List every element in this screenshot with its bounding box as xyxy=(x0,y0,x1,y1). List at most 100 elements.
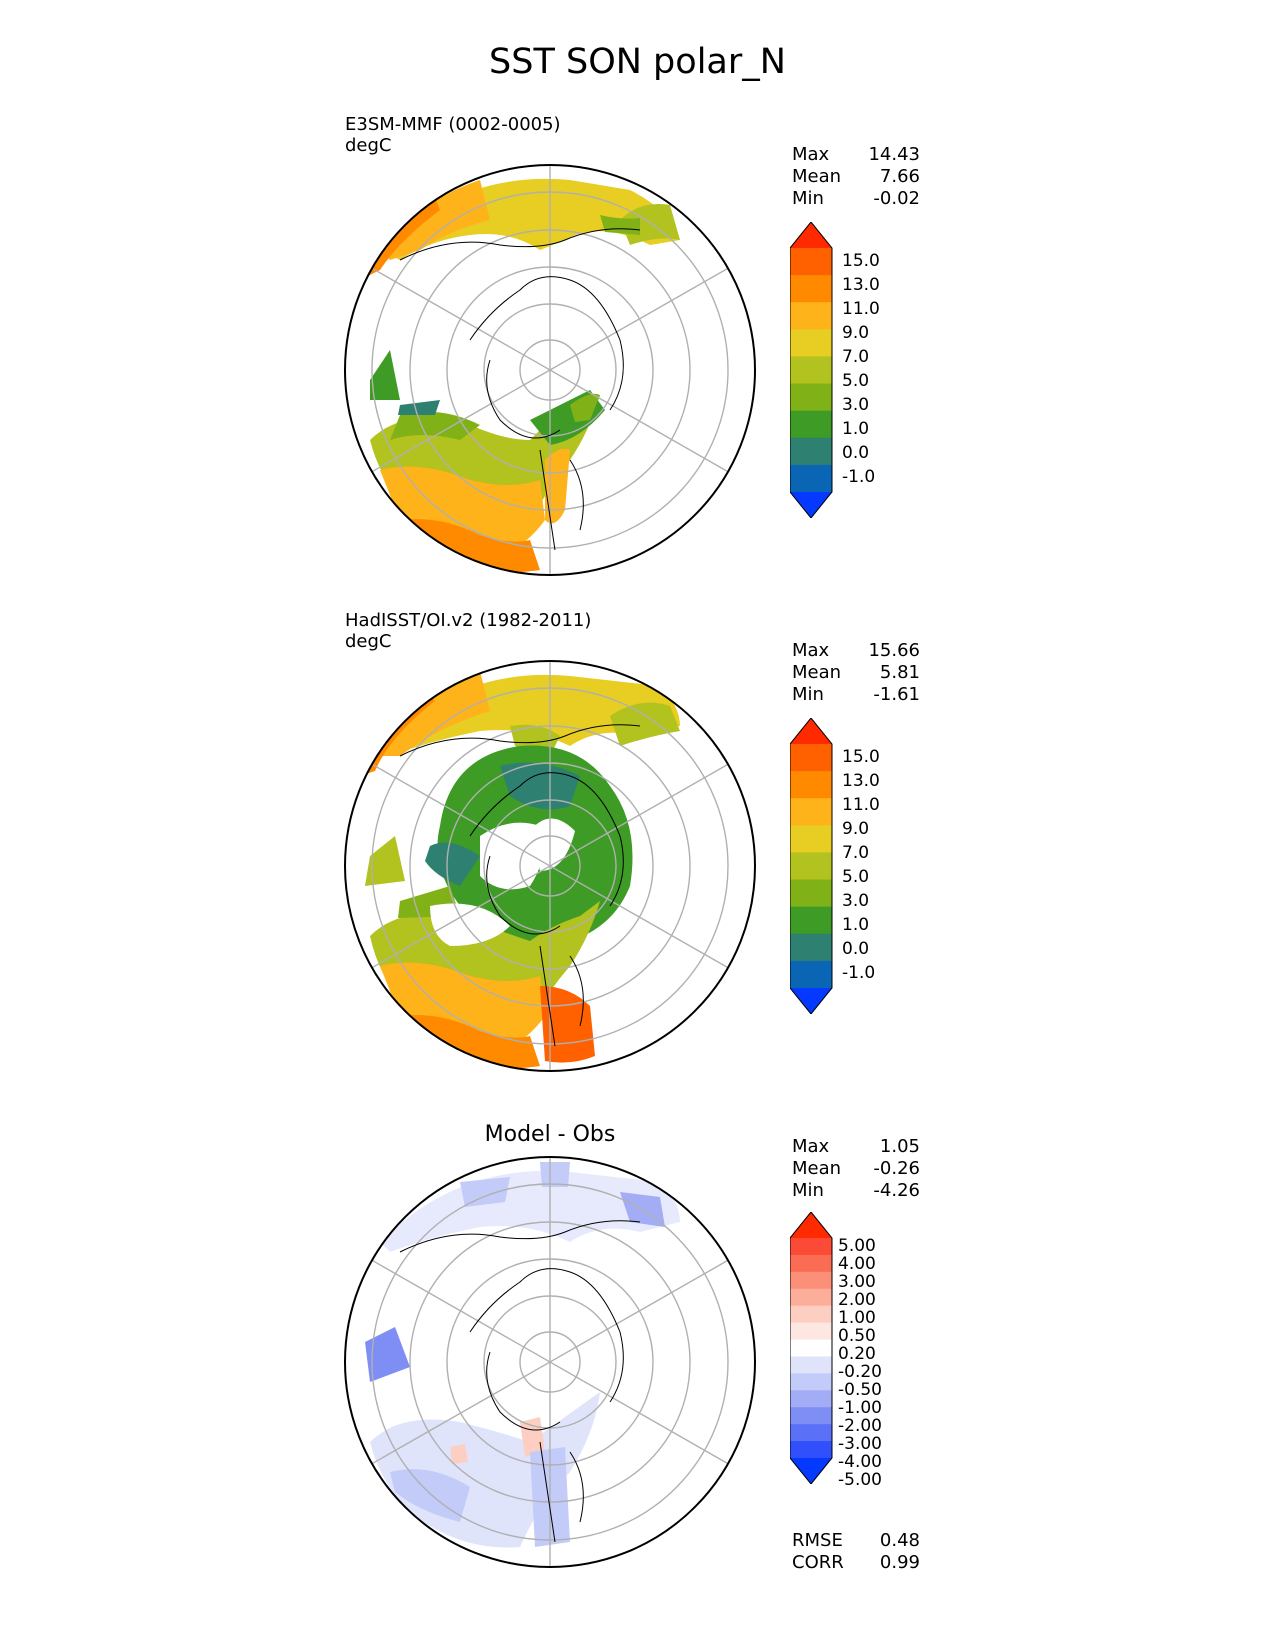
coastlines xyxy=(399,228,641,551)
colorbar-extend-min xyxy=(790,988,832,1014)
colorbar-segment xyxy=(790,302,832,330)
panel-diff-colorbar-labels: 5.00 4.00 3.00 2.00 1.00 0.50 0.20 -0.20… xyxy=(838,1212,922,1490)
panel-model-colorbar-labels: 15.0 13.0 11.0 9.0 7.0 5.0 3.0 1.0 0.0 -… xyxy=(842,222,922,518)
colorbar-tick-label: 0.0 xyxy=(842,443,870,463)
colorbar-segment xyxy=(790,1271,832,1290)
colorbar-tick-label: -0.20 xyxy=(838,1362,882,1382)
stat-value: 5.81 xyxy=(879,662,920,683)
sst-field xyxy=(610,702,680,746)
colorbar-tick-label: 5.0 xyxy=(842,867,870,887)
stat-name: Max xyxy=(792,640,830,661)
colorbar-tick-label: 11.0 xyxy=(842,795,880,815)
colorbar-tick-label: 9.0 xyxy=(842,323,870,343)
diff-field xyxy=(380,1170,680,1252)
colorbar-extend-min xyxy=(790,1458,832,1484)
stat-name: RMSE xyxy=(792,1530,843,1551)
stat-value: -4.26 xyxy=(873,1180,920,1201)
sst-field xyxy=(570,393,600,422)
colorbar-segment xyxy=(790,356,832,385)
panel-model-label: E3SM-MMF (0002-0005) xyxy=(345,114,561,135)
colorbar-tick-label: -5.00 xyxy=(838,1470,882,1490)
stat-value: 7.66 xyxy=(879,166,920,187)
stat-name: Max xyxy=(792,144,830,165)
sst-field xyxy=(398,400,440,415)
panel-obs-title: HadISST/OI.v2 (1982-2011) degC xyxy=(345,610,591,652)
colorbar-tick-label: 13.0 xyxy=(842,275,880,295)
sst-field xyxy=(370,671,490,756)
colorbar-tick-label: 5.0 xyxy=(842,371,870,391)
colorbar-segment xyxy=(790,1390,832,1408)
stat-value: -0.02 xyxy=(873,188,920,209)
map-boundary xyxy=(344,164,756,576)
stat-name: Min xyxy=(792,188,824,209)
sst-field xyxy=(545,448,570,524)
stat-name: Mean xyxy=(792,662,842,683)
sst-field xyxy=(425,842,480,886)
colorbar-extend-max xyxy=(790,718,832,744)
colorbar-tick-label: 5.00 xyxy=(838,1236,876,1256)
stat-name: Max xyxy=(792,1136,830,1157)
stat-value: 15.66 xyxy=(868,640,920,661)
colorbar-tick-label: 3.00 xyxy=(838,1272,876,1292)
stat-name: Mean xyxy=(792,1158,842,1179)
panel-obs-map xyxy=(344,660,756,1072)
colorbar-segment xyxy=(790,1305,832,1324)
colorbar-tick-label: 0.20 xyxy=(838,1344,876,1364)
colorbar-segment xyxy=(790,329,832,357)
panel-model-colorbar xyxy=(790,222,833,518)
colorbar-segment xyxy=(790,1238,832,1256)
stat-name: CORR xyxy=(792,1552,844,1573)
stat-name: Mean xyxy=(792,166,842,187)
colorbar-segment xyxy=(790,437,832,466)
graticule xyxy=(345,1157,755,1567)
panel-obs-colorbar xyxy=(790,718,833,1014)
colorbar-tick-label: 3.0 xyxy=(842,395,870,415)
colorbar-segment xyxy=(790,383,832,412)
stat-value: -1.61 xyxy=(873,684,920,705)
sst-field xyxy=(500,762,580,810)
figure-title: SST SON polar_N xyxy=(489,42,786,82)
colorbar-outline xyxy=(790,222,833,518)
graticule xyxy=(345,165,755,575)
colorbar-tick-label: 0.50 xyxy=(838,1326,876,1346)
diff-field xyxy=(540,1162,570,1187)
colorbar-segment xyxy=(790,960,832,989)
colorbar-tick-label: -4.00 xyxy=(838,1452,882,1472)
sst-field xyxy=(365,836,405,886)
colorbar-segment xyxy=(790,1373,832,1391)
panel-model-stats: Max 14.43 Mean 7.66 Min -0.02 xyxy=(792,144,920,210)
colorbar-tick-label: 7.0 xyxy=(842,347,870,367)
colorbar-tick-label: 15.0 xyxy=(842,747,880,767)
colorbar-extend-max xyxy=(790,1212,832,1238)
sst-field xyxy=(390,411,480,440)
colorbar-segment xyxy=(790,275,832,303)
colorbar-tick-label: 4.00 xyxy=(838,1254,876,1274)
colorbar-segment xyxy=(790,798,832,826)
colorbar-segment xyxy=(790,1441,832,1459)
colorbar-segment xyxy=(790,906,832,935)
colorbar-extend-max xyxy=(790,222,832,248)
sst-field xyxy=(380,180,490,260)
colorbar-tick-label: 11.0 xyxy=(842,299,880,319)
colorbar-segment xyxy=(790,771,832,799)
colorbar-extend-min xyxy=(790,492,832,518)
panel-diff-title: Model - Obs xyxy=(484,1122,616,1147)
colorbar-tick-label: 9.0 xyxy=(842,819,870,839)
colorbar-outline xyxy=(790,718,833,1014)
sst-field xyxy=(370,350,400,400)
panel-diff-colorbar xyxy=(790,1212,833,1484)
colorbar-segment xyxy=(790,248,832,276)
colorbar-tick-label: -1.00 xyxy=(838,1398,882,1418)
colorbar-segment xyxy=(790,1288,832,1307)
colorbar-outline xyxy=(790,1212,833,1484)
colorbar-segment xyxy=(790,464,832,493)
land xyxy=(480,822,544,890)
panel-diff-extra-stats: RMSE 0.48 CORR 0.99 xyxy=(792,1530,920,1574)
stat-value: 14.43 xyxy=(868,144,920,165)
panel-obs-label: HadISST/OI.v2 (1982-2011) xyxy=(345,610,592,631)
stat-name: Min xyxy=(792,684,824,705)
colorbar-tick-label: 1.00 xyxy=(838,1308,876,1328)
colorbar-tick-label: 0.0 xyxy=(842,939,870,959)
diff-field xyxy=(460,1177,510,1207)
panel-model-map xyxy=(344,164,756,576)
